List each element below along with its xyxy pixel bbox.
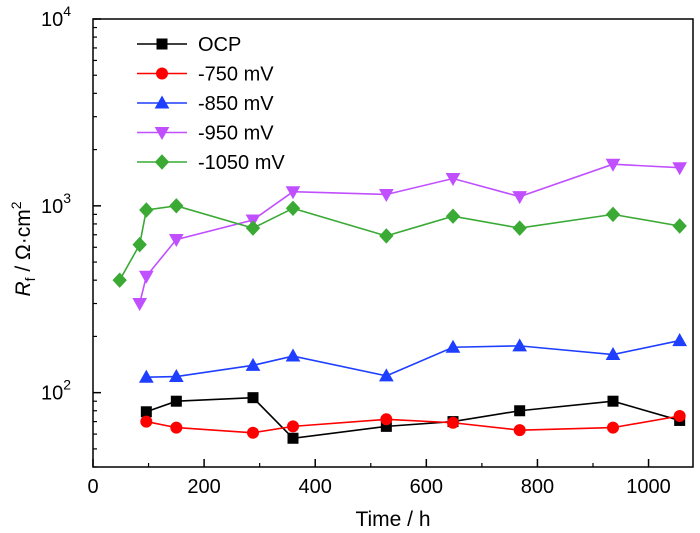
data-point: [672, 218, 687, 234]
data-point: [607, 395, 619, 407]
data-point: [672, 162, 688, 176]
data-point: [512, 338, 528, 352]
y-axis-unit: / Ω·cm: [12, 209, 35, 277]
data-point: [672, 333, 688, 347]
legend-label: -850 mV: [198, 93, 274, 115]
data-point: [512, 220, 527, 236]
series-line: [146, 339, 680, 378]
data-point: [285, 348, 301, 362]
data-point: [245, 357, 261, 371]
data-point: [168, 369, 184, 383]
data-point: [170, 395, 182, 407]
data-point: [605, 347, 621, 361]
x-tick-label: 800: [521, 476, 554, 498]
data-point: [605, 158, 621, 172]
series-line: [118, 205, 680, 281]
data-point: [512, 191, 528, 205]
series-line: [146, 396, 680, 440]
y-tick-label: 102: [41, 377, 71, 405]
legend-marker: [156, 67, 168, 80]
data-point: [247, 392, 259, 404]
data-point: [445, 173, 461, 187]
x-tick-label: 0: [87, 476, 98, 498]
y-axis-sub: f: [22, 277, 38, 281]
data-point: [138, 369, 154, 383]
y-axis-sup: 2: [8, 201, 24, 209]
legend-item: -950 mV: [137, 123, 274, 145]
legend-label: OCP: [198, 34, 241, 56]
data-point: [378, 368, 394, 382]
data-point: [247, 426, 259, 439]
data-point: [132, 236, 147, 253]
data-point: [378, 188, 394, 203]
x-tick-label: 600: [410, 476, 443, 498]
data-point: [140, 415, 153, 428]
data-point: [287, 420, 299, 433]
data-point: [605, 206, 621, 223]
data-point: [285, 200, 301, 217]
data-point: [513, 424, 526, 437]
data-point: [447, 416, 459, 429]
y-tick-label: 103: [41, 190, 71, 218]
series-4: [112, 198, 687, 288]
y-axis-var: R: [12, 281, 35, 296]
data-point: [112, 272, 127, 288]
plot-layer: [112, 158, 688, 444]
legend-item: -850 mV: [137, 93, 274, 115]
series-line: [138, 163, 680, 304]
legend-marker: [154, 127, 170, 141]
data-point: [132, 298, 148, 312]
legend-label: -1050 mV: [198, 152, 285, 174]
data-point: [607, 421, 619, 434]
y-axis-title: Rf / Ω·cm2: [8, 201, 38, 296]
series-3: [132, 158, 688, 312]
series-1: [140, 409, 686, 439]
legend-marker: [154, 95, 170, 109]
plot-frame: [92, 18, 694, 468]
data-point: [445, 208, 461, 224]
legend: OCP -750 mV -850 mV -950 mV -1050 mV: [137, 34, 285, 174]
data-point: [285, 186, 301, 200]
data-point: [673, 409, 686, 422]
data-point: [170, 421, 183, 434]
data-point: [379, 228, 394, 244]
y-tick-label: 104: [41, 3, 71, 31]
x-axis-title: Time / h: [355, 508, 430, 531]
data-point: [139, 202, 154, 218]
data-point: [287, 432, 299, 444]
legend-item: -1050 mV: [137, 152, 285, 174]
x-tick-label: 200: [187, 476, 220, 498]
legend-item: -750 mV: [137, 64, 274, 86]
legend-label: -950 mV: [198, 123, 274, 145]
legend-label: -750 mV: [198, 64, 274, 86]
data-point: [169, 198, 184, 214]
x-tick-label: 1000: [626, 476, 671, 498]
legend-marker: [154, 154, 170, 170]
legend-item: OCP: [137, 34, 241, 56]
series-2: [138, 333, 688, 383]
data-point: [168, 234, 184, 248]
data-point: [140, 406, 152, 418]
data-point: [380, 413, 393, 426]
x-tick-label: 400: [299, 476, 332, 498]
data-point: [245, 220, 261, 236]
legend-marker: [156, 38, 168, 50]
data-point: [445, 339, 461, 353]
data-point: [514, 405, 526, 417]
data-point: [138, 270, 154, 284]
series-0: [140, 392, 686, 444]
axes-ticks: 0 200 400 600 800 1000 102 103 104: [41, 3, 671, 498]
